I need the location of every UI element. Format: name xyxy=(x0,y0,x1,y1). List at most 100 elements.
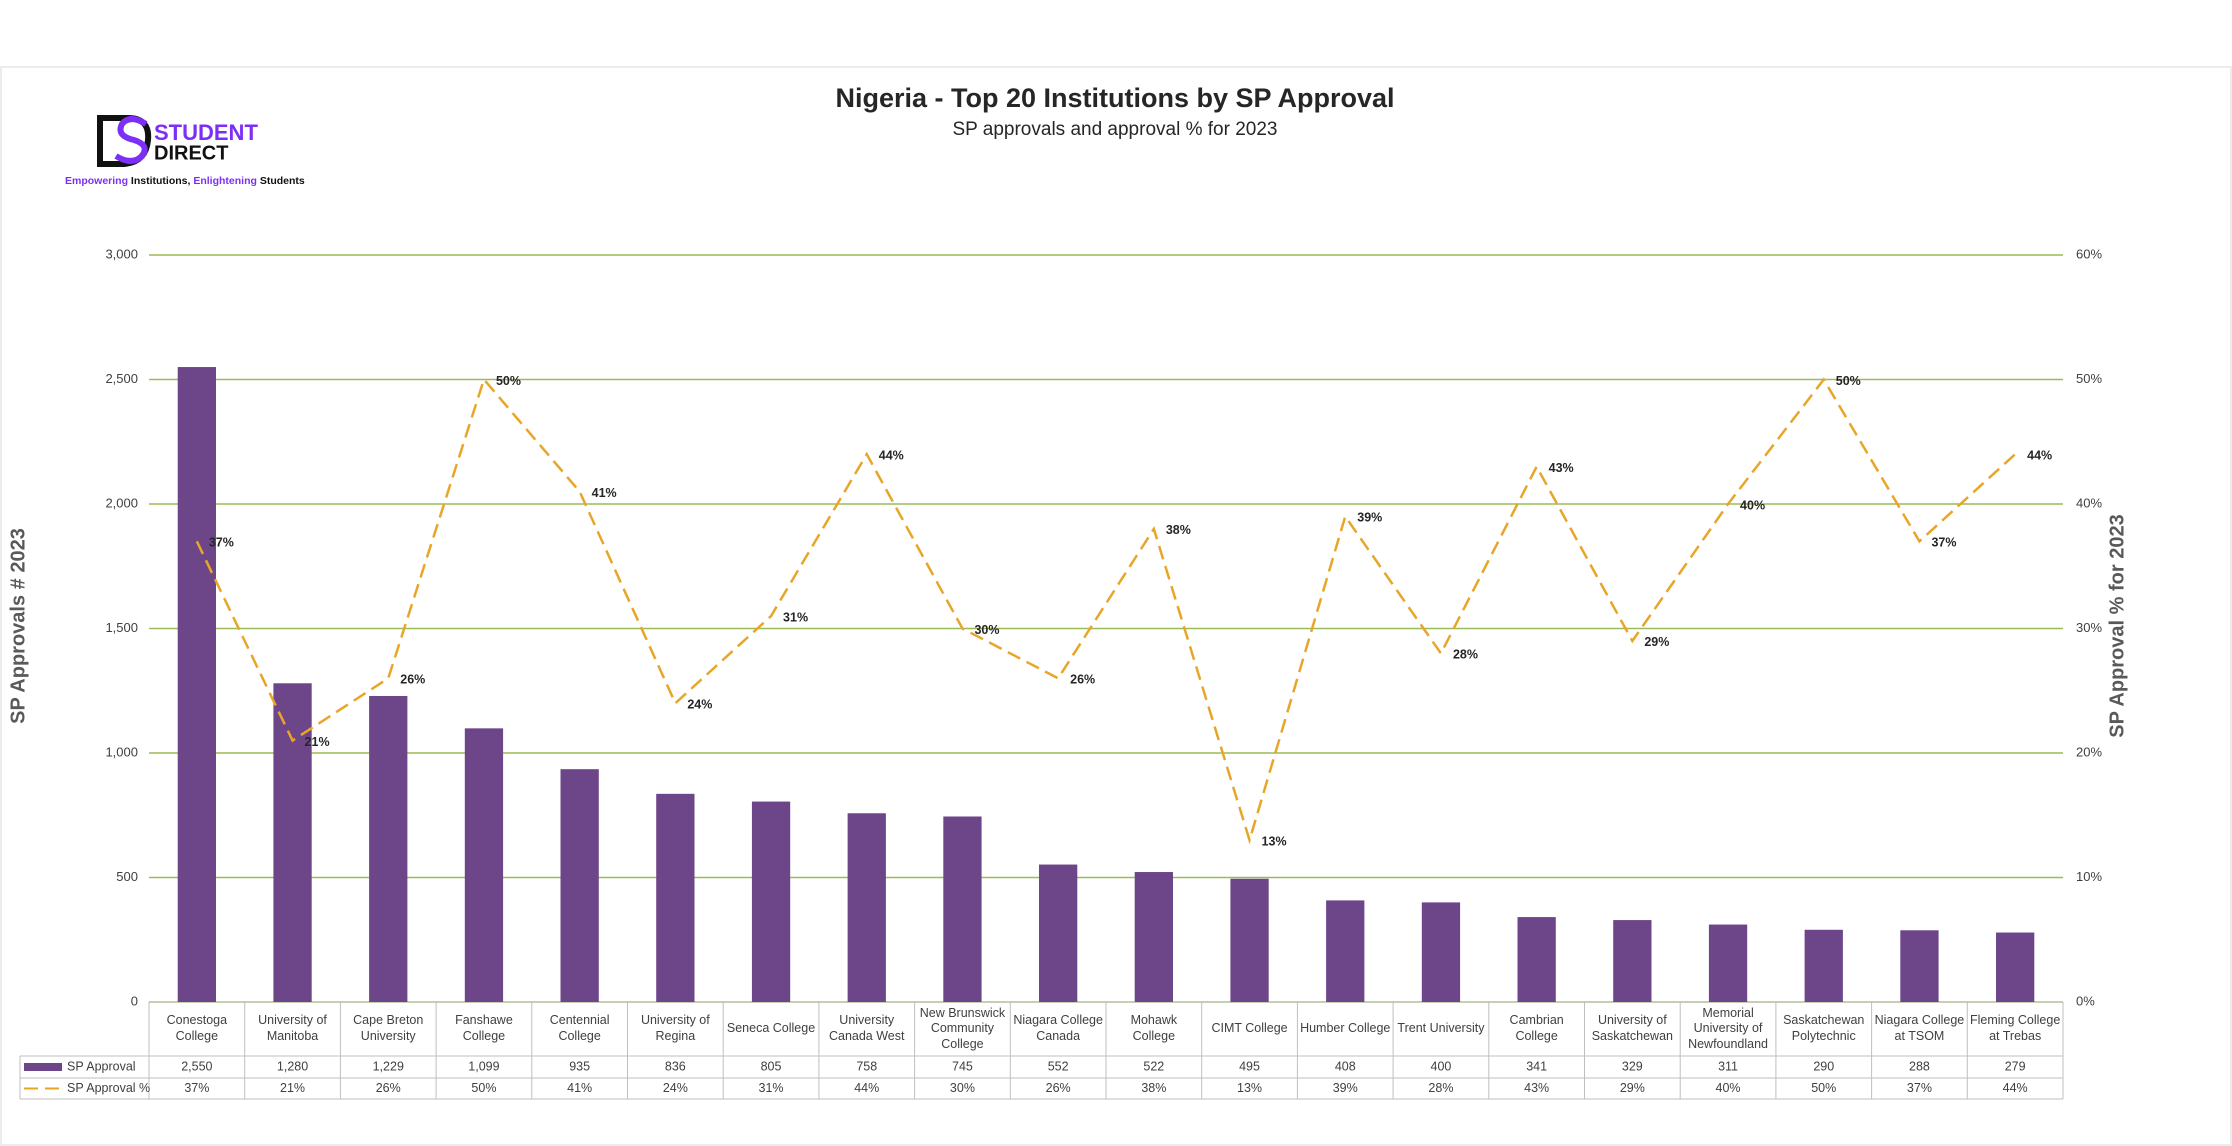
data-label: 50% xyxy=(1836,374,1861,388)
table-value: 745 xyxy=(952,1059,973,1073)
x-tick-label: University of Manitoba xyxy=(258,1013,327,1043)
table-value: 28% xyxy=(1428,1081,1453,1095)
logo-name: DIRECT xyxy=(154,142,228,164)
table-value: 1,099 xyxy=(468,1059,499,1073)
table-value: 41% xyxy=(567,1081,592,1095)
tagline-part: Students xyxy=(257,175,305,187)
table-value: 44% xyxy=(2003,1081,2028,1095)
table-value: 13% xyxy=(1237,1081,1262,1095)
logo-s xyxy=(114,116,148,164)
table-value: 758 xyxy=(856,1059,877,1073)
x-tick-label: University of Saskatchewan xyxy=(1591,1013,1673,1043)
data-label: 30% xyxy=(974,623,999,637)
bar xyxy=(273,683,312,1002)
x-tick-label: CIMT College xyxy=(1211,1021,1288,1036)
table-value: 44% xyxy=(854,1081,879,1095)
x-tick-label: Trent University xyxy=(1397,1021,1485,1036)
category-cell: Fanshawe College xyxy=(455,1013,513,1043)
data-label: 41% xyxy=(592,486,617,500)
table-value: 836 xyxy=(665,1059,686,1073)
x-tick-label: Cambrian College xyxy=(1509,1013,1564,1043)
y2-tick-label: 20% xyxy=(2076,744,2102,759)
legend-label: SP Approval % xyxy=(67,1081,150,1095)
x-tick-label: Humber College xyxy=(1300,1021,1391,1036)
bar xyxy=(847,813,886,1002)
data-label: 31% xyxy=(783,610,808,624)
data-label: 38% xyxy=(1166,523,1191,537)
chart-title: Nigeria - Top 20 Institutions by SP Appr… xyxy=(835,83,1394,113)
x-tick-label: Conestoga College xyxy=(166,1013,228,1043)
x-tick-label: Memorial University of Newfoundland xyxy=(1688,1005,1768,1051)
data-label: 44% xyxy=(2027,448,2052,462)
bar xyxy=(1804,929,1843,1002)
bar xyxy=(1421,902,1461,1002)
x-tick-label: Fleming College at Trebas xyxy=(1969,1013,2061,1043)
table-value: 43% xyxy=(1524,1081,1549,1095)
bar xyxy=(1517,917,1556,1002)
y2-tick-label: 10% xyxy=(2076,869,2102,884)
data-label: 44% xyxy=(879,448,904,462)
category-cell: Fleming College at Trebas xyxy=(1969,1013,2061,1043)
data-label: 40% xyxy=(1740,498,1765,512)
y-tick-label: 2,500 xyxy=(105,371,138,386)
data-label: 50% xyxy=(496,374,521,388)
x-tick-label: Mohawk College xyxy=(1130,1013,1178,1043)
y-axis-title: SP Approvals # 2023 xyxy=(7,528,29,724)
table-value: 341 xyxy=(1526,1059,1547,1073)
bar xyxy=(464,728,504,1002)
legend-label: SP Approval xyxy=(67,1059,136,1073)
bar xyxy=(1996,932,2035,1002)
bar xyxy=(369,695,408,1002)
table-value: 935 xyxy=(569,1059,590,1073)
logo: STUDENT DIRECT Empowering Institutions, … xyxy=(65,115,305,187)
table-value: 21% xyxy=(280,1081,305,1095)
table-value: 39% xyxy=(1333,1081,1358,1095)
y2-tick-label: 40% xyxy=(2076,495,2102,510)
category-cell: Humber College xyxy=(1300,1021,1391,1036)
table-value: 37% xyxy=(184,1081,209,1095)
y-tick-label: 3,000 xyxy=(105,246,138,261)
table-value: 50% xyxy=(471,1081,496,1095)
table-value: 1,229 xyxy=(373,1059,404,1073)
category-cell: Niagara College Canada xyxy=(1013,1013,1103,1043)
tagline-part: Empowering xyxy=(65,175,128,187)
table-value: 495 xyxy=(1239,1059,1260,1073)
table-value: 24% xyxy=(663,1081,688,1095)
category-cell: University of Regina xyxy=(641,1013,710,1043)
bar xyxy=(656,793,695,1002)
bar xyxy=(1613,920,1652,1002)
y2-tick-label: 60% xyxy=(2076,246,2102,261)
data-label: 24% xyxy=(687,697,712,711)
category-cell: Cambrian College xyxy=(1509,1013,1564,1043)
category-cell: New Brunswick Community College xyxy=(919,1005,1006,1051)
bar xyxy=(1708,924,1748,1002)
line xyxy=(195,376,2016,845)
category-cell: University Canada West xyxy=(829,1013,905,1043)
bar xyxy=(751,801,791,1002)
category-cell: Trent University xyxy=(1397,1021,1485,1036)
bar xyxy=(943,816,982,1002)
y-tick-label: 1,500 xyxy=(105,620,138,635)
table-value: 400 xyxy=(1431,1059,1452,1073)
x-tick-label: Niagara College Canada xyxy=(1013,1013,1103,1043)
category-cell: Conestoga College xyxy=(166,1013,228,1043)
x-tick-label: Centennial College xyxy=(549,1013,610,1043)
y-tick-label: 2,000 xyxy=(105,495,138,510)
category-cell: Centennial College xyxy=(549,1013,610,1043)
tagline-part: Institutions, xyxy=(128,175,193,187)
table-value: 40% xyxy=(1716,1081,1741,1095)
table-value: 288 xyxy=(1909,1059,1930,1073)
y-tick-label: 1,000 xyxy=(105,744,138,759)
category-cell: CIMT College xyxy=(1211,1021,1288,1036)
table-value: 279 xyxy=(2005,1059,2026,1073)
y2-tick-label: 30% xyxy=(2076,620,2102,635)
table-value: 2,550 xyxy=(181,1059,212,1073)
table-value: 38% xyxy=(1141,1081,1166,1095)
bar xyxy=(1326,900,1365,1002)
category-cell: Seneca College xyxy=(727,1021,815,1035)
category-cell: Memorial University of Newfoundland xyxy=(1688,1005,1768,1051)
table-value: 329 xyxy=(1622,1059,1643,1073)
table-value: 26% xyxy=(1046,1081,1071,1095)
legend-key xyxy=(24,1063,62,1071)
x-tick-label: New Brunswick Community College xyxy=(919,1005,1006,1051)
